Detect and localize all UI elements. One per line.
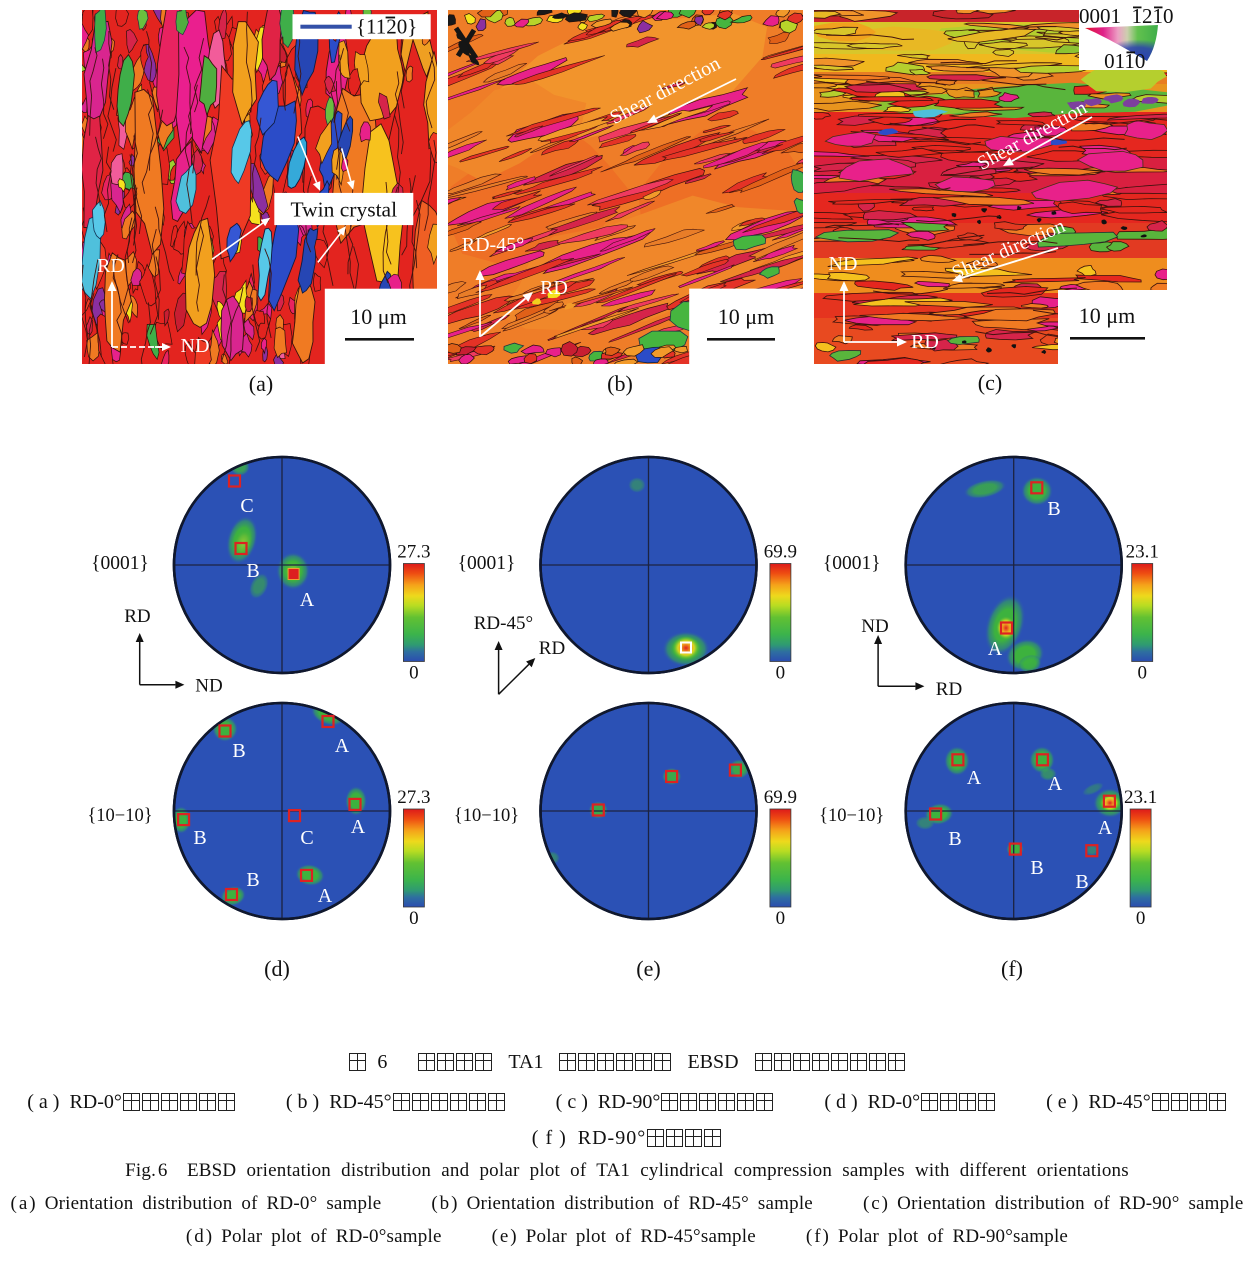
svg-text:RD-45°: RD-45° [462,234,524,256]
svg-text:ND: ND [861,616,888,637]
svg-text:B: B [1075,871,1088,893]
svg-text:{0001}: {0001} [91,553,149,574]
svg-text:RD-45°: RD-45° [474,613,533,634]
svg-text:(a): (a) [249,371,273,396]
svg-text:ND: ND [829,253,858,275]
svg-text:RD: RD [911,331,939,353]
svg-text:{10−10}: {10−10} [819,806,884,826]
svg-text:10 μm: 10 μm [350,304,406,329]
svg-text:23.1: 23.1 [1126,542,1159,563]
svg-text:0001: 0001 [1079,4,1121,28]
svg-text:0110: 0110 [1104,49,1145,73]
svg-text:A: A [988,638,1003,660]
svg-text:B: B [232,740,245,762]
svg-text:(d): (d) [264,956,290,981]
svg-text:{10−10}: {10−10} [454,806,519,826]
svg-text:Twin crystal: Twin crystal [291,198,398,222]
svg-text:0: 0 [409,908,419,929]
svg-text:B: B [948,828,961,850]
svg-text:(e): (e) [636,956,660,981]
svg-text:69.9: 69.9 [764,787,797,808]
svg-text:23.1: 23.1 [1124,787,1157,808]
svg-text:C: C [300,827,313,849]
svg-text:(f): (f) [1001,956,1023,981]
svg-text:ND: ND [181,335,210,357]
svg-text:A: A [1098,817,1113,839]
svg-text:RD: RD [124,606,150,627]
svg-text:A: A [1048,773,1063,795]
svg-text:A: A [335,735,350,757]
svg-text:27.3: 27.3 [397,787,430,808]
svg-text:A: A [318,885,333,907]
svg-text:{1120}: {1120} [356,15,417,39]
svg-text:10 μm: 10 μm [718,304,774,329]
svg-text:(c): (c) [978,370,1002,395]
svg-text:0: 0 [1136,908,1146,929]
svg-text:0: 0 [409,663,419,684]
svg-text:69.9: 69.9 [764,542,797,563]
svg-text:A: A [967,767,982,789]
svg-text:0: 0 [776,908,786,929]
svg-text:B: B [246,560,259,582]
svg-text:0: 0 [776,663,786,684]
svg-text:{0001}: {0001} [458,553,516,574]
svg-text:B: B [246,869,259,891]
svg-text:B: B [1030,857,1043,879]
svg-text:RD: RD [539,638,565,659]
svg-text:(b): (b) [607,371,633,396]
svg-text:RD: RD [936,679,962,700]
svg-text:{10−10}: {10−10} [87,806,152,826]
svg-text:A: A [351,816,366,838]
svg-text:B: B [1047,498,1060,520]
svg-text:10 μm: 10 μm [1079,303,1135,328]
svg-text:C: C [240,495,253,517]
svg-text:RD: RD [540,277,568,299]
svg-text:ND: ND [195,676,222,697]
svg-text:0: 0 [1137,663,1147,684]
svg-text:{0001}: {0001} [823,553,881,574]
svg-text:RD: RD [97,255,125,277]
svg-text:27.3: 27.3 [397,542,430,563]
svg-text:B: B [193,827,206,849]
svg-text:A: A [300,589,315,611]
